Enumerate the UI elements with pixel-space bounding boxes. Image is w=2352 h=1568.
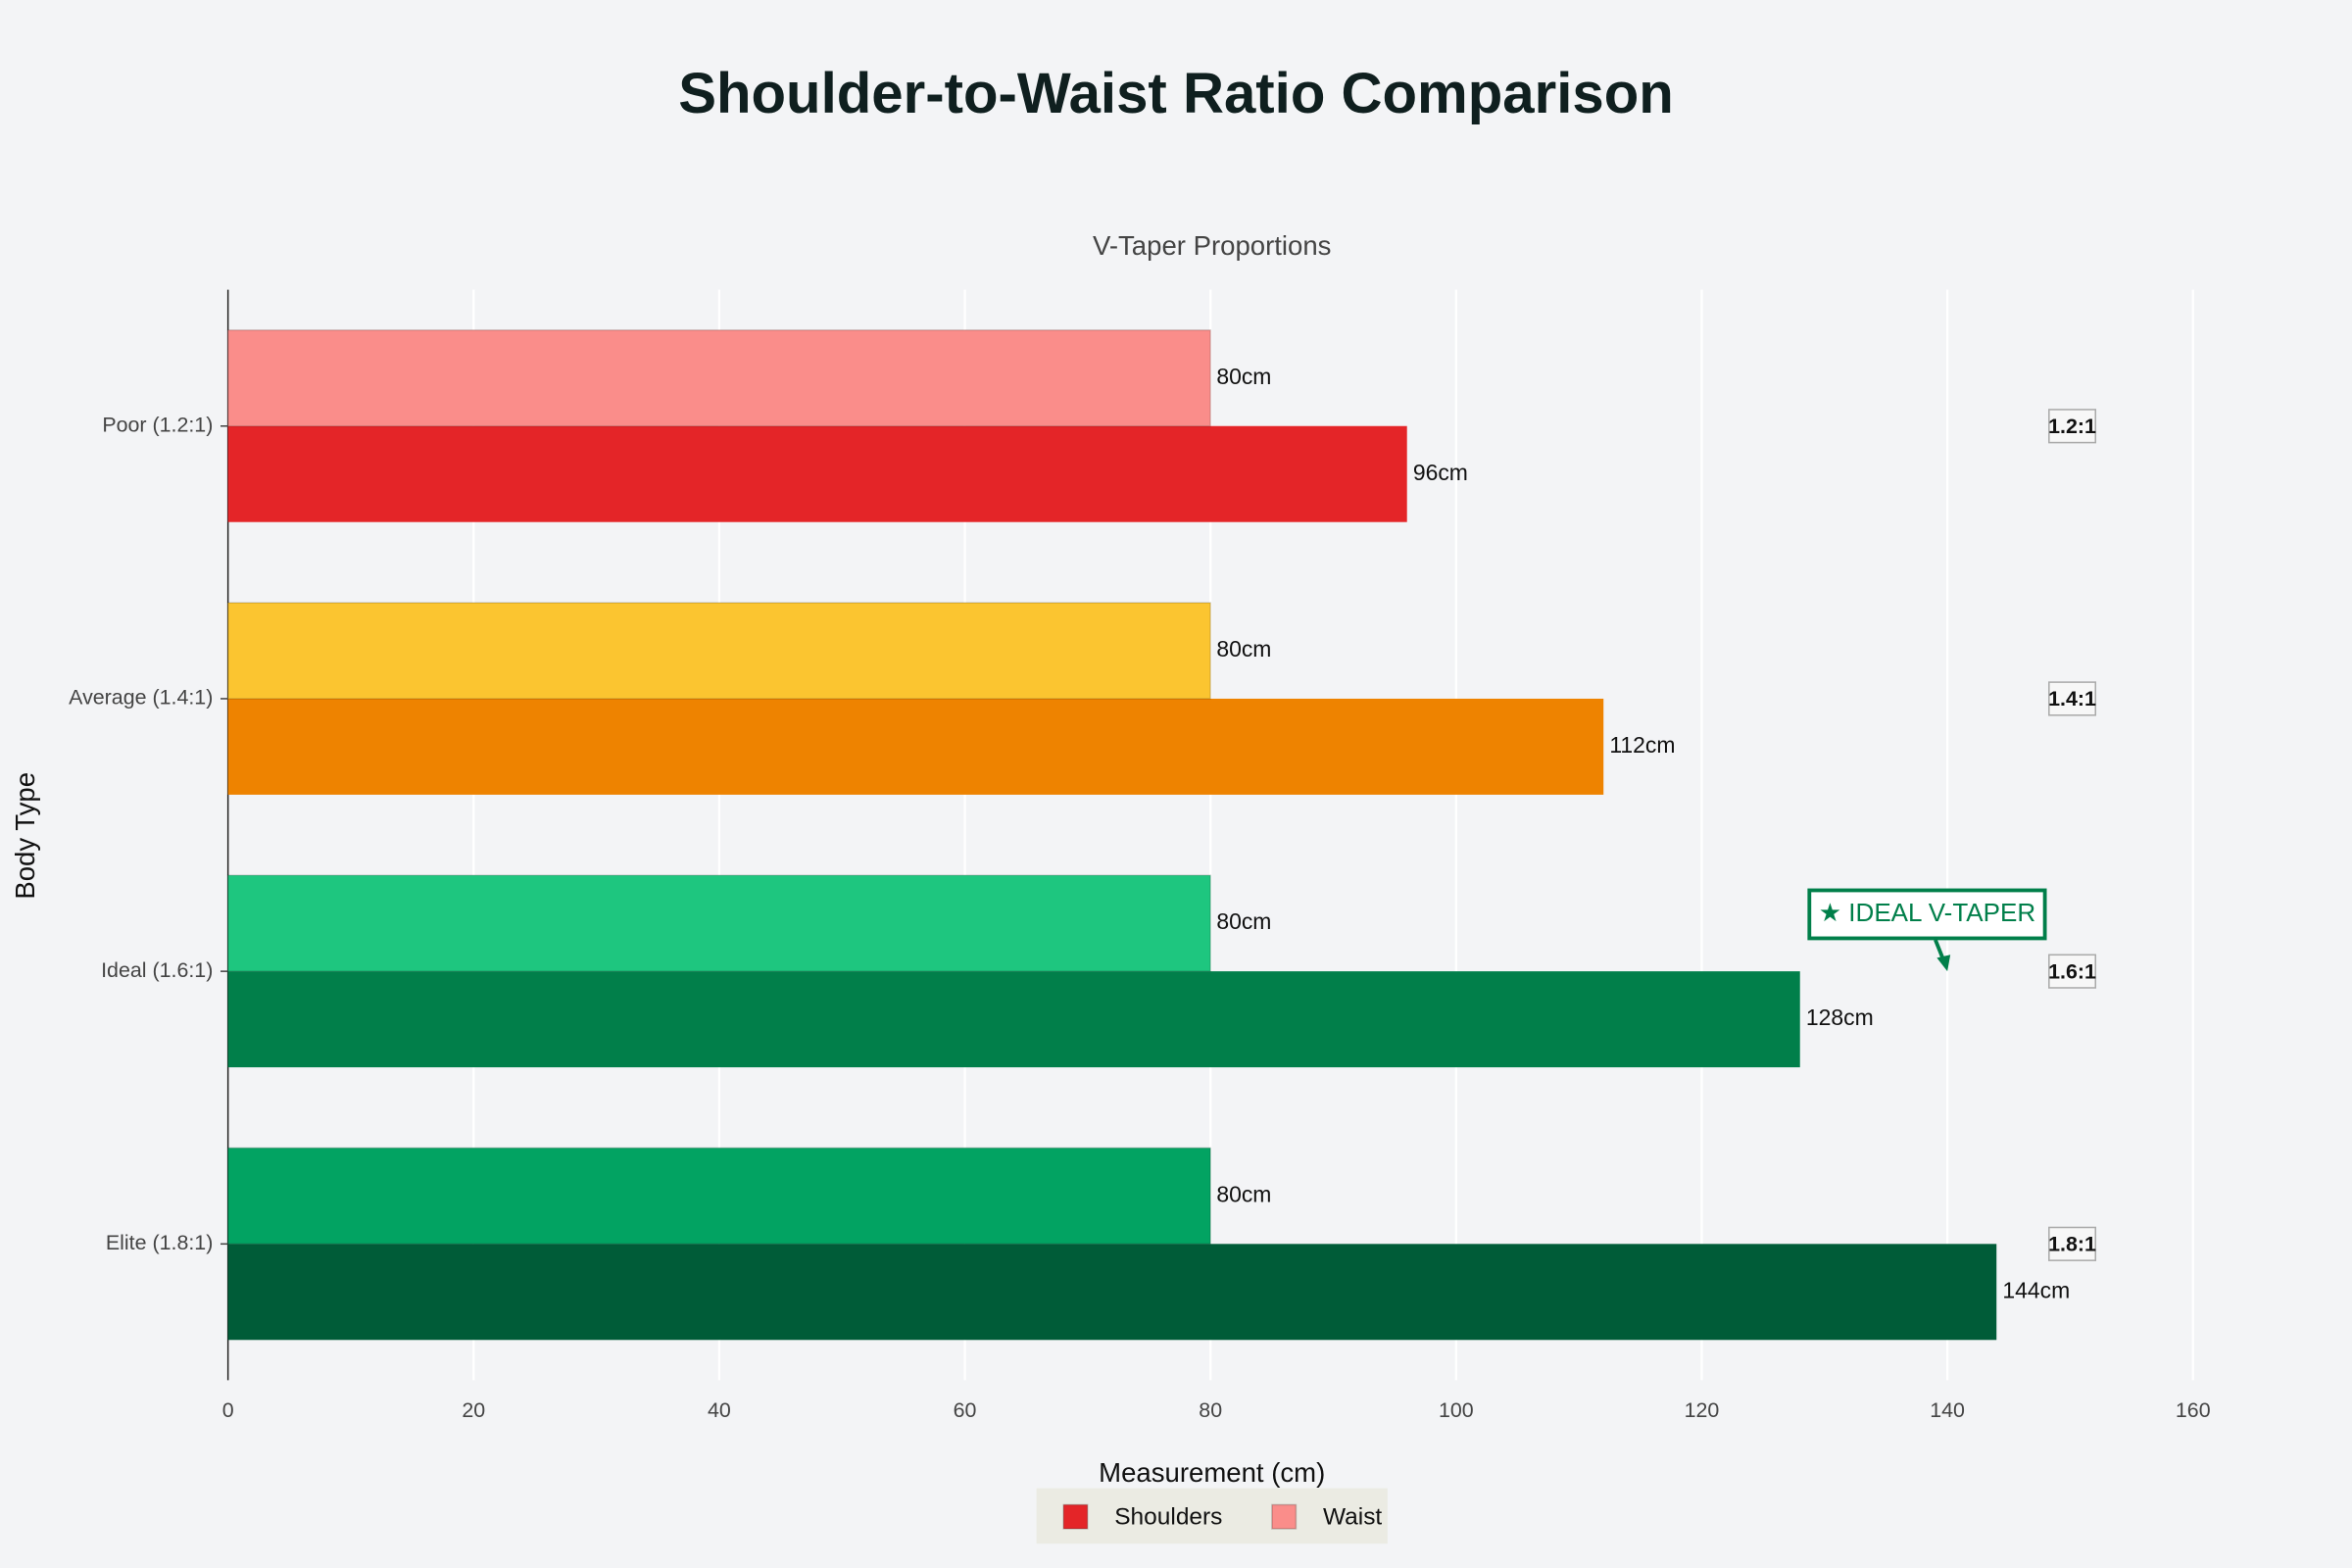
value-label: 80cm: [1216, 1181, 1271, 1206]
value-label: 112cm: [1609, 732, 1675, 758]
value-label: 80cm: [1216, 636, 1271, 662]
x-tick-label: 40: [708, 1398, 731, 1422]
value-label: 144cm: [2002, 1277, 2070, 1302]
x-tick-label: 60: [954, 1398, 977, 1422]
ratio-label: 1.6:1: [2048, 959, 2096, 983]
chart-title: Shoulder-to-Waist Ratio Comparison: [678, 62, 1674, 125]
x-tick-label: 80: [1199, 1398, 1222, 1422]
x-tick-label: 140: [1930, 1398, 1965, 1422]
y-tick-label: Ideal (1.6:1): [101, 958, 213, 982]
legend-swatch[interactable]: [1271, 1503, 1298, 1530]
ratio-box: [2048, 409, 2097, 444]
annotation-box: [1807, 888, 2047, 941]
legend-swatch[interactable]: [1062, 1503, 1089, 1530]
bar: [227, 971, 1800, 1068]
bar: [226, 329, 1211, 427]
bar: [226, 602, 1211, 700]
ratio-label: 1.4:1: [2048, 687, 2096, 710]
y-tick-label: Elite (1.8:1): [106, 1231, 213, 1254]
legend: Shoulders Waist: [1036, 1488, 1388, 1544]
ratio-label: 1.2:1: [2048, 415, 2096, 438]
y-tick-label: Average (1.4:1): [69, 686, 213, 710]
ratio-box: [2048, 1226, 2097, 1261]
ratio-box: [2048, 954, 2097, 989]
ratio-box: [2048, 681, 2097, 716]
ratio-label: 1.8:1: [2048, 1233, 2096, 1256]
x-tick-label: 160: [2176, 1398, 2211, 1422]
x-tick-label: 100: [1439, 1398, 1474, 1422]
value-label: 96cm: [1413, 460, 1468, 485]
y-axis-label: Body Type: [10, 772, 40, 900]
x-tick-label: 20: [462, 1398, 485, 1422]
value-label: 80cm: [1216, 908, 1271, 934]
annotation-text: ★ IDEAL V-TAPER: [1819, 898, 2035, 927]
bar: [227, 425, 1407, 522]
legend-label[interactable]: Shoulders: [1114, 1504, 1222, 1531]
bar: [226, 874, 1211, 972]
legend-box: [1036, 1488, 1388, 1544]
bar: [227, 698, 1604, 795]
bar: [227, 1244, 1997, 1341]
chart-subtitle: V-Taper Proportions: [1093, 230, 1331, 261]
x-axis-label: Measurement (cm): [1099, 1457, 1325, 1488]
annotation-arrowhead: [1936, 955, 1951, 972]
value-label: 128cm: [1806, 1004, 1874, 1030]
legend-label[interactable]: Waist: [1323, 1504, 1382, 1531]
value-label: 80cm: [1216, 364, 1271, 389]
x-tick-label: 0: [222, 1398, 234, 1422]
x-tick-label: 120: [1685, 1398, 1720, 1422]
y-tick-label: Poor (1.2:1): [102, 413, 213, 436]
bar: [226, 1147, 1211, 1246]
